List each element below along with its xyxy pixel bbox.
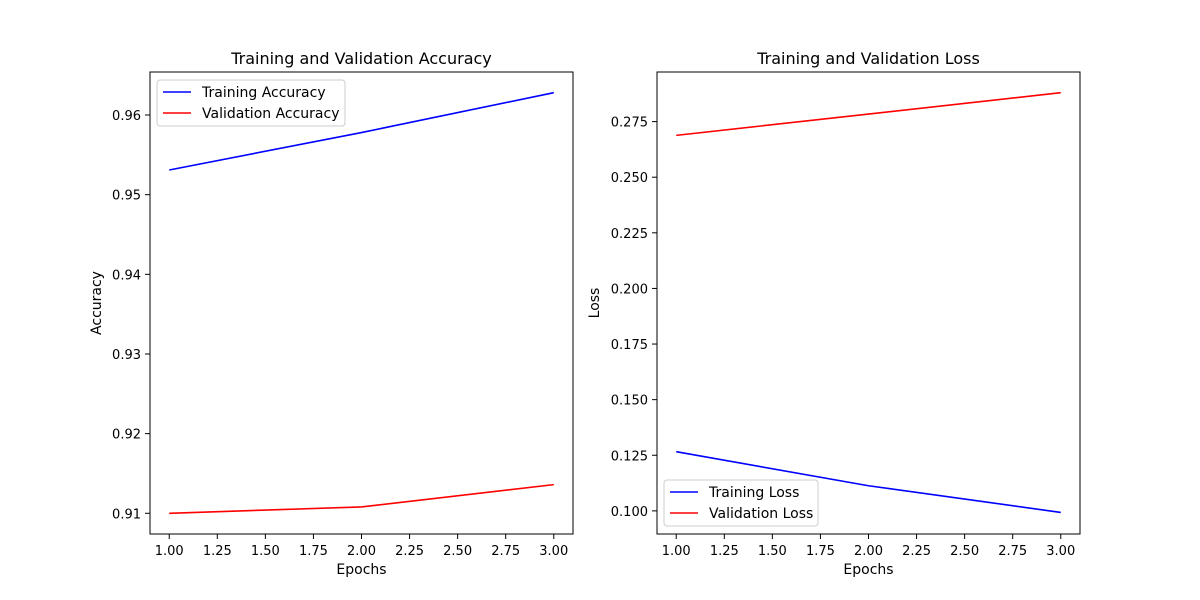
loss-x-axis-label: Epochs bbox=[843, 562, 893, 578]
accuracy-y-tick-label: 0.94 bbox=[112, 268, 141, 283]
accuracy-x-tick-label: 2.25 bbox=[395, 544, 424, 559]
loss-x-tick-label: 1.25 bbox=[710, 544, 739, 559]
loss-chart: Training and Validation Loss Epochs Loss… bbox=[587, 49, 1081, 578]
loss-plot-frame bbox=[656, 71, 1081, 535]
accuracy-x-tick-label: 1.00 bbox=[155, 544, 184, 559]
accuracy-y-tick-label: 0.91 bbox=[112, 507, 141, 522]
loss-x-tick-label: 1.75 bbox=[806, 544, 835, 559]
loss-y-tick-label: 0.125 bbox=[611, 449, 648, 464]
loss-y-tick-label: 0.250 bbox=[611, 171, 648, 186]
accuracy-legend-label: Validation Accuracy bbox=[202, 106, 340, 122]
loss-x-tick-label: 3.00 bbox=[1046, 544, 1075, 559]
accuracy-chart: Training and Validation Accuracy Epochs … bbox=[89, 49, 574, 578]
accuracy-x-axis-label: Epochs bbox=[336, 562, 386, 578]
accuracy-y-tick-label: 0.92 bbox=[112, 428, 141, 443]
loss-y-axis-label: Loss bbox=[587, 288, 603, 319]
loss-legend-box bbox=[663, 479, 819, 527]
accuracy-y-tick-label: 0.96 bbox=[112, 109, 141, 124]
loss-y-tick-label: 0.275 bbox=[611, 116, 648, 131]
loss-y-tick-label: 0.150 bbox=[611, 394, 648, 409]
loss-series-line-2 bbox=[676, 91, 1061, 137]
accuracy-legend-box bbox=[156, 79, 346, 127]
loss-y-tick-label: 0.200 bbox=[611, 282, 648, 297]
accuracy-x-tick-label: 1.75 bbox=[299, 544, 328, 559]
accuracy-y-axis-label: Accuracy bbox=[89, 271, 105, 335]
accuracy-x-tick-label: 1.50 bbox=[251, 544, 280, 559]
loss-y-tick-label: 0.225 bbox=[611, 227, 648, 242]
loss-y-tick-label: 0.100 bbox=[611, 505, 648, 520]
loss-x-tick-label: 1.50 bbox=[758, 544, 787, 559]
loss-legend-label: Training Loss bbox=[708, 485, 799, 501]
loss-x-tick-label: 2.25 bbox=[902, 544, 931, 559]
loss-x-tick-label: 2.50 bbox=[950, 544, 979, 559]
loss-x-tick-label: 2.00 bbox=[854, 544, 883, 559]
accuracy-x-tick-label: 1.25 bbox=[203, 544, 232, 559]
loss-chart-title: Training and Validation Loss bbox=[756, 49, 980, 68]
loss-x-tick-label: 1.00 bbox=[662, 544, 691, 559]
loss-series-line-1 bbox=[676, 450, 1061, 514]
loss-legend-label: Validation Loss bbox=[709, 506, 813, 522]
accuracy-x-tick-label: 2.75 bbox=[491, 544, 520, 559]
loss-legend: Training Loss Validation Loss bbox=[663, 479, 819, 527]
loss-x-tick-label: 2.75 bbox=[998, 544, 1027, 559]
accuracy-y-tick-label: 0.95 bbox=[112, 189, 141, 204]
accuracy-plot-frame bbox=[149, 71, 574, 535]
accuracy-x-tick-label: 2.50 bbox=[443, 544, 472, 559]
accuracy-chart-title: Training and Validation Accuracy bbox=[230, 49, 492, 68]
accuracy-x-tick-label: 2.00 bbox=[347, 544, 376, 559]
loss-y-tick-label: 0.175 bbox=[611, 338, 648, 353]
accuracy-y-tick-label: 0.93 bbox=[112, 348, 141, 363]
accuracy-x-tick-label: 3.00 bbox=[539, 544, 568, 559]
accuracy-legend-label: Training Accuracy bbox=[201, 85, 326, 101]
accuracy-series-line-1 bbox=[169, 91, 554, 171]
accuracy-series-line-2 bbox=[169, 483, 554, 515]
accuracy-legend: Training Accuracy Validation Accuracy bbox=[156, 79, 346, 127]
